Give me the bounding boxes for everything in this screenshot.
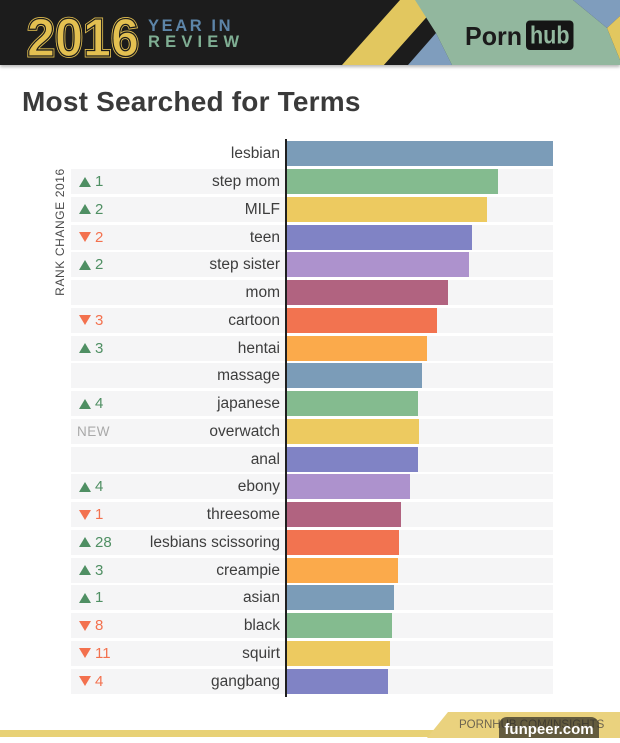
svg-text:2016: 2016 xyxy=(27,8,139,65)
svg-text:YEAR IN: YEAR IN xyxy=(148,17,233,35)
svg-text:REVIEW: REVIEW xyxy=(148,33,244,51)
svg-text:hub: hub xyxy=(530,22,570,50)
svg-text:2016: 2016 xyxy=(27,8,139,65)
svg-text:Porn: Porn xyxy=(465,21,522,51)
